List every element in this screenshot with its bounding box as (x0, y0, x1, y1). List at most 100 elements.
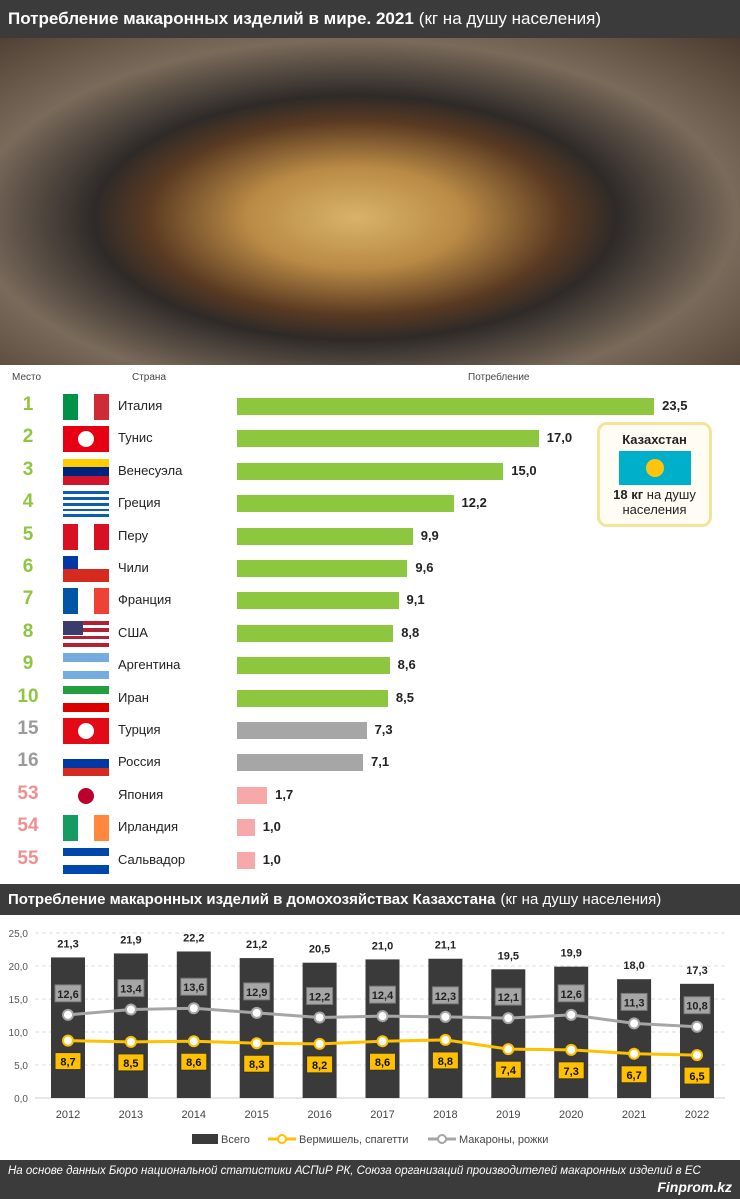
rank: 10 (17, 685, 39, 707)
x-tick-label: 2012 (56, 1109, 80, 1121)
footer: На основе данных Бюро национальной стати… (0, 1160, 740, 1199)
kz-value: 18 кг (613, 487, 644, 502)
legend-label: Всего (221, 1134, 250, 1146)
line-point (502, 1043, 515, 1056)
brand-logo: Finprom.kz (657, 1179, 732, 1195)
country-name: США (118, 624, 148, 640)
rank: 3 (22, 458, 34, 480)
consumption-value: 8,6 (397, 657, 416, 673)
point-label-box (180, 977, 208, 996)
point-label: 12,6 (560, 989, 581, 1001)
consumption-bar (237, 398, 655, 415)
table-row: 4 Греция 12,2 (0, 487, 740, 519)
consumption-value: 7,3 (374, 722, 393, 737)
x-tick-label: 2016 (307, 1109, 331, 1121)
bar-total (113, 953, 148, 1098)
table-row: 5 Перу 9,9 (0, 520, 740, 552)
country-flag (63, 588, 109, 615)
bar-label: 19,9 (560, 948, 581, 960)
point-label-box (620, 992, 648, 1011)
point-label: 8,7 (60, 1057, 75, 1069)
point-label-box (431, 986, 459, 1005)
country-name: Турция (118, 722, 161, 737)
kz-sun-icon (645, 459, 664, 477)
y-tick-label: 20,0 (9, 962, 29, 973)
line-point (62, 1008, 74, 1021)
consumption-bar (237, 495, 454, 513)
country-name: Перу (118, 527, 149, 543)
bar-label: 17,3 (686, 965, 707, 977)
point-label: 8,2 (312, 1060, 327, 1072)
line-point (628, 1017, 641, 1030)
consumption-value: 9,1 (406, 592, 425, 608)
point-label-box (683, 996, 711, 1015)
point-label: 13,4 (120, 984, 142, 996)
country-name: Греция (118, 495, 161, 511)
bar-label: 21,1 (435, 940, 456, 952)
x-tick-label: 2015 (244, 1109, 268, 1121)
line-point (187, 1035, 200, 1048)
country-flag (63, 523, 109, 550)
x-tick-label: 2022 (685, 1109, 709, 1121)
table-row: 16 Россия 7,1 (0, 746, 740, 778)
table-row: 10 Иран 8,5 (0, 682, 740, 714)
consumption-value: 17,0 (546, 430, 573, 446)
country-flag (63, 685, 109, 712)
x-tick-label: 2013 (119, 1109, 143, 1121)
country-name: Сальвадор (118, 851, 186, 867)
country-name: Япония (118, 786, 164, 802)
point-label: 12,1 (498, 992, 519, 1004)
line-point (439, 1010, 452, 1023)
line-point (376, 1035, 389, 1048)
point-label-box (494, 1060, 522, 1079)
rank: 15 (17, 718, 39, 739)
source-note: На основе данных Бюро национальной стати… (8, 1165, 701, 1177)
country-flag (63, 847, 109, 874)
rank: 1 (22, 394, 34, 415)
point-label: 12,4 (372, 990, 394, 1002)
x-tick-label: 2019 (496, 1109, 520, 1121)
rank: 4 (22, 491, 34, 513)
page-title: Потребление макаронных изделий в мире. 2… (8, 9, 414, 28)
y-tick-label: 5,0 (14, 1061, 28, 1072)
country-flag (63, 718, 109, 744)
line-point (565, 1043, 578, 1056)
x-tick-label: 2020 (559, 1109, 583, 1121)
bar-label: 18,0 (623, 960, 644, 972)
table-row: 6 Чили 9,6 (0, 552, 740, 584)
country-name: Франция (118, 592, 172, 608)
legend-marker (277, 1134, 287, 1144)
bar-total (176, 951, 211, 1098)
bar-label: 21,0 (372, 940, 393, 952)
rank: 2 (22, 426, 34, 448)
col-rank: Место (12, 372, 42, 383)
table-row: 7 Франция 9,1 (0, 584, 740, 616)
table-row: 15 Турция 7,3 (0, 714, 740, 746)
pasta-photo (0, 38, 740, 365)
consumption-bar (237, 689, 388, 707)
rank: 5 (22, 523, 34, 545)
country-flag (63, 653, 109, 680)
country-flag (63, 750, 109, 777)
point-label: 13,6 (183, 982, 204, 994)
rank: 55 (17, 847, 39, 869)
kz-value-line: 18 кг на душу населения (600, 487, 709, 517)
point-label-box (117, 979, 145, 998)
bar-total (239, 958, 274, 1098)
point-label-box (117, 1053, 145, 1072)
point-label: 7,3 (564, 1066, 579, 1078)
kz-chart: 0,0 5,0 10,0 15,0 20,0 25,0 21,3 2012 21,9 2013 22… (9, 929, 725, 1146)
line-point (376, 1010, 389, 1023)
point-label: 6,5 (689, 1071, 704, 1083)
table-row: 54 Ирландия 1,0 (0, 811, 740, 843)
consumption-bar (237, 462, 504, 480)
bar-label: 21,9 (120, 934, 141, 946)
y-tick-label: 10,0 (9, 1028, 29, 1039)
consumption-value: 15,0 (511, 462, 537, 478)
page-header: Потребление макаронных изделий в мире. 2… (0, 0, 740, 38)
point-label: 12,3 (435, 991, 456, 1003)
bar-label: 22,2 (183, 932, 204, 944)
bar-total (51, 957, 85, 1098)
point-label: 8,3 (249, 1059, 264, 1071)
consumption-value: 1,0 (262, 851, 281, 867)
